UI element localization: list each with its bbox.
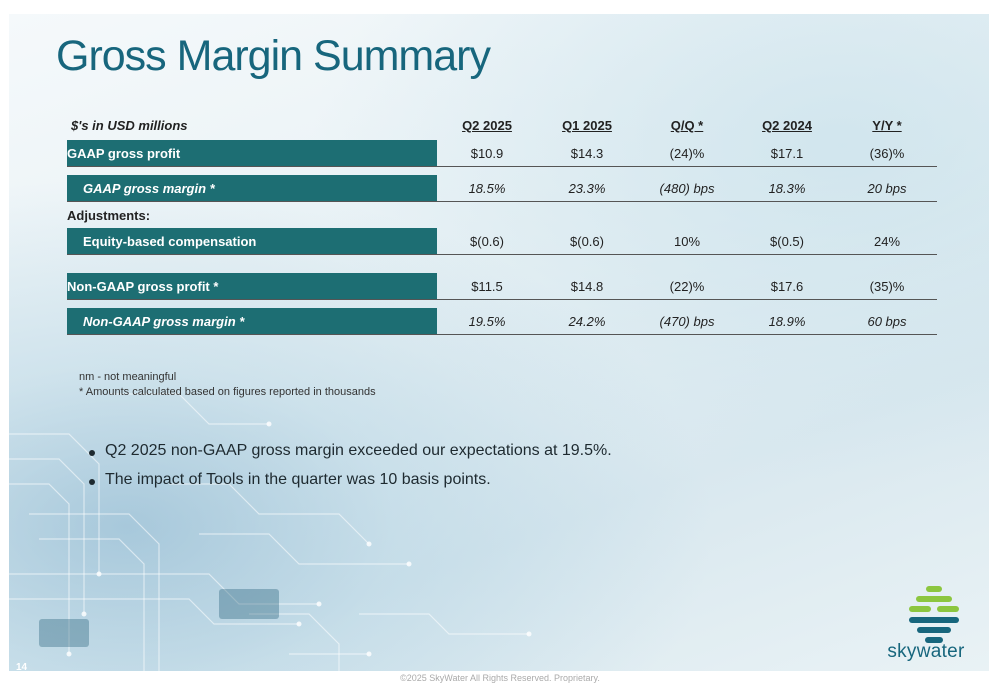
row-label: Non-GAAP gross profit * — [67, 273, 437, 300]
table-cell: (470) bps — [637, 308, 737, 335]
gross-margin-table: $'s in USD millions Q2 2025 Q1 2025 Q/Q … — [67, 110, 937, 335]
row-non-gaap-gross-margin: Non-GAAP gross margin * 19.5% 24.2% (470… — [67, 308, 937, 335]
table-cell: $17.1 — [737, 140, 837, 167]
table-cell: 20 bps — [837, 175, 937, 202]
logo-wordmark: skywater — [887, 641, 965, 662]
row-label: Non-GAAP gross margin * — [67, 308, 437, 335]
row-label: GAAP gross profit — [67, 140, 437, 167]
bullet-item: Q2 2025 non-GAAP gross margin exceeded o… — [87, 442, 612, 460]
table-cell: 23.3% — [537, 175, 637, 202]
units-label: $'s in USD millions — [71, 117, 188, 133]
table-cell: 18.3% — [737, 175, 837, 202]
table-cell: (36)% — [837, 140, 937, 167]
table-cell: $14.3 — [537, 140, 637, 167]
table-cell: $11.5 — [437, 273, 537, 300]
table-cell: $(0.6) — [537, 228, 637, 255]
table-cell: (480) bps — [637, 175, 737, 202]
bullet-item: The impact of Tools in the quarter was 1… — [87, 471, 612, 489]
table-cell: $10.9 — [437, 140, 537, 167]
slide: Gross Margin Summary $'s in USD millions… — [9, 14, 989, 671]
table-cell: 18.9% — [737, 308, 837, 335]
column-header: Q2 2025 — [462, 117, 512, 133]
table-cell: $17.6 — [737, 273, 837, 300]
row-gaap-gross-profit: GAAP gross profit $10.9 $14.3 (24)% $17.… — [67, 140, 937, 167]
column-header: Q/Q * — [670, 117, 704, 133]
footnote: * Amounts calculated based on figures re… — [79, 386, 376, 398]
table-cell: 18.5% — [437, 175, 537, 202]
footnotes: nm - not meaningful * Amounts calculated… — [79, 370, 376, 400]
table-cell: 60 bps — [837, 308, 937, 335]
column-header: Q1 2025 — [562, 117, 612, 133]
page-number: 14 — [16, 662, 28, 671]
footnote: nm - not meaningful — [79, 371, 177, 383]
table-cell: (24)% — [637, 140, 737, 167]
copyright-footer: ©2025 SkyWater All Rights Reserved. Prop… — [400, 673, 600, 683]
bullet-list: Q2 2025 non-GAAP gross margin exceeded o… — [87, 442, 612, 500]
column-header: Y/Y * — [872, 117, 902, 133]
row-gaap-gross-margin: GAAP gross margin * 18.5% 23.3% (480) bp… — [67, 175, 937, 202]
row-label: GAAP gross margin * — [67, 175, 437, 202]
row-non-gaap-gross-profit: Non-GAAP gross profit * $11.5 $14.8 (22)… — [67, 273, 937, 300]
table-cell: 24.2% — [537, 308, 637, 335]
row-label: Equity-based compensation — [67, 228, 437, 255]
table-cell: (22)% — [637, 273, 737, 300]
table-cell: 10% — [637, 228, 737, 255]
skywater-logo-icon — [909, 586, 959, 643]
table-cell: $14.8 — [537, 273, 637, 300]
table-cell: $(0.6) — [437, 228, 537, 255]
table-cell: (35)% — [837, 273, 937, 300]
table-cell: 19.5% — [437, 308, 537, 335]
row-equity-comp: Equity-based compensation $(0.6) $(0.6) … — [67, 228, 937, 255]
page-title: Gross Margin Summary — [56, 32, 491, 80]
adjustments-label: Adjustments: — [67, 207, 151, 223]
table-header-row: $'s in USD millions Q2 2025 Q1 2025 Q/Q … — [67, 110, 937, 140]
column-header: Q2 2024 — [762, 117, 812, 133]
table-cell: $(0.5) — [737, 228, 837, 255]
row-adjustments: Adjustments: — [67, 202, 937, 228]
table-cell: 24% — [837, 228, 937, 255]
circuit-board-background — [9, 393, 532, 671]
